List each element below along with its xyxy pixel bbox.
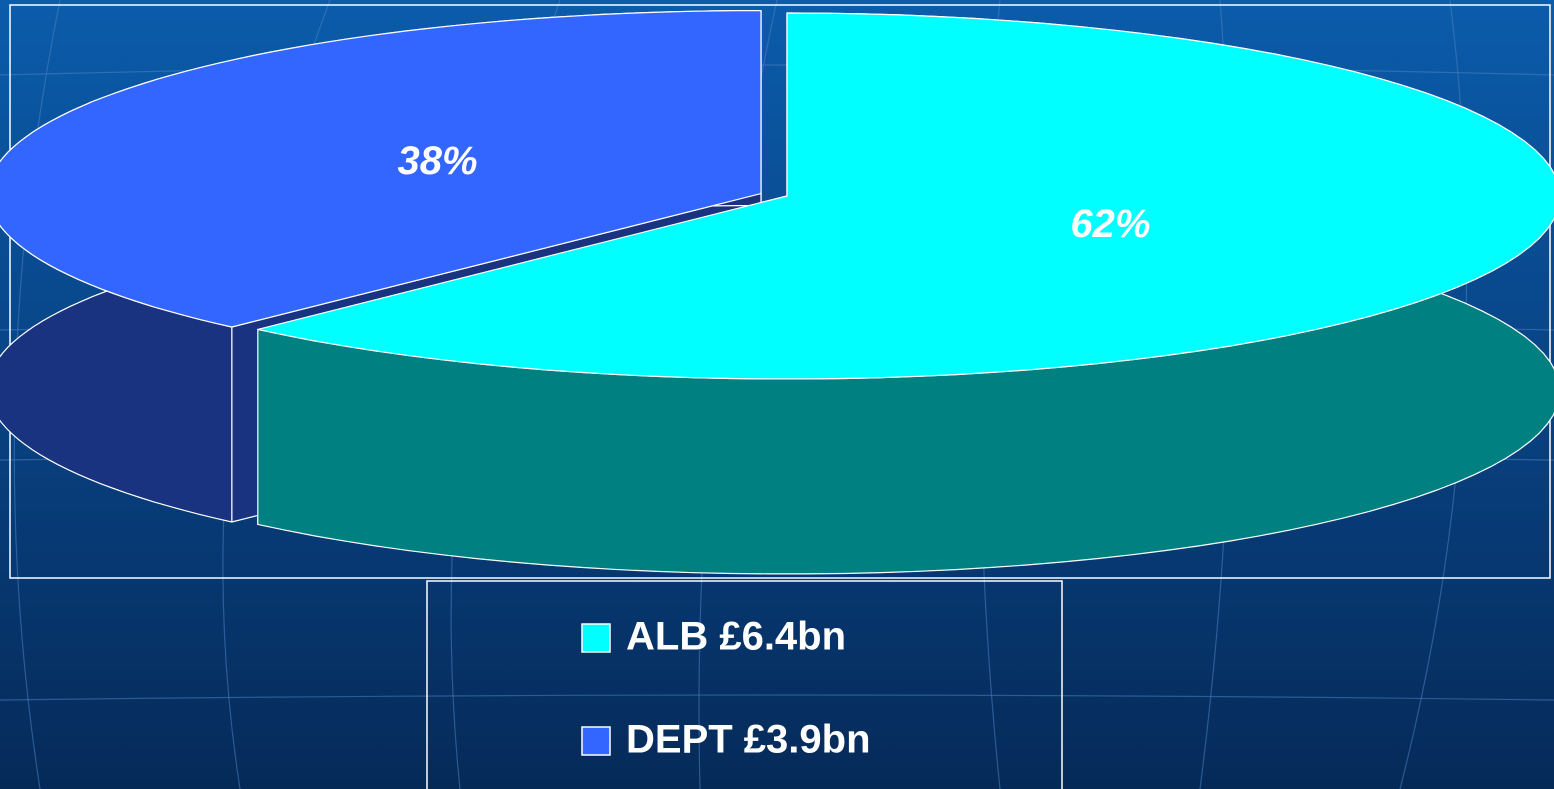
legend	[426, 580, 1063, 789]
pie: 62% 38%	[0, 10, 1554, 575]
data-label: 62%	[1070, 202, 1150, 246]
legend-label: ALB £6.4bn	[626, 615, 846, 659]
pie-slice	[0, 10, 762, 328]
legend-swatch	[581, 623, 611, 653]
data-label: 38%	[398, 139, 478, 183]
plot-area	[9, 4, 1551, 579]
legend-swatch	[581, 726, 611, 756]
legend-items: ALB £6.4bn DEPT £3.9bn	[581, 615, 871, 762]
pie-slice	[257, 12, 1554, 380]
legend-label: DEPT £3.9bn	[626, 718, 871, 762]
